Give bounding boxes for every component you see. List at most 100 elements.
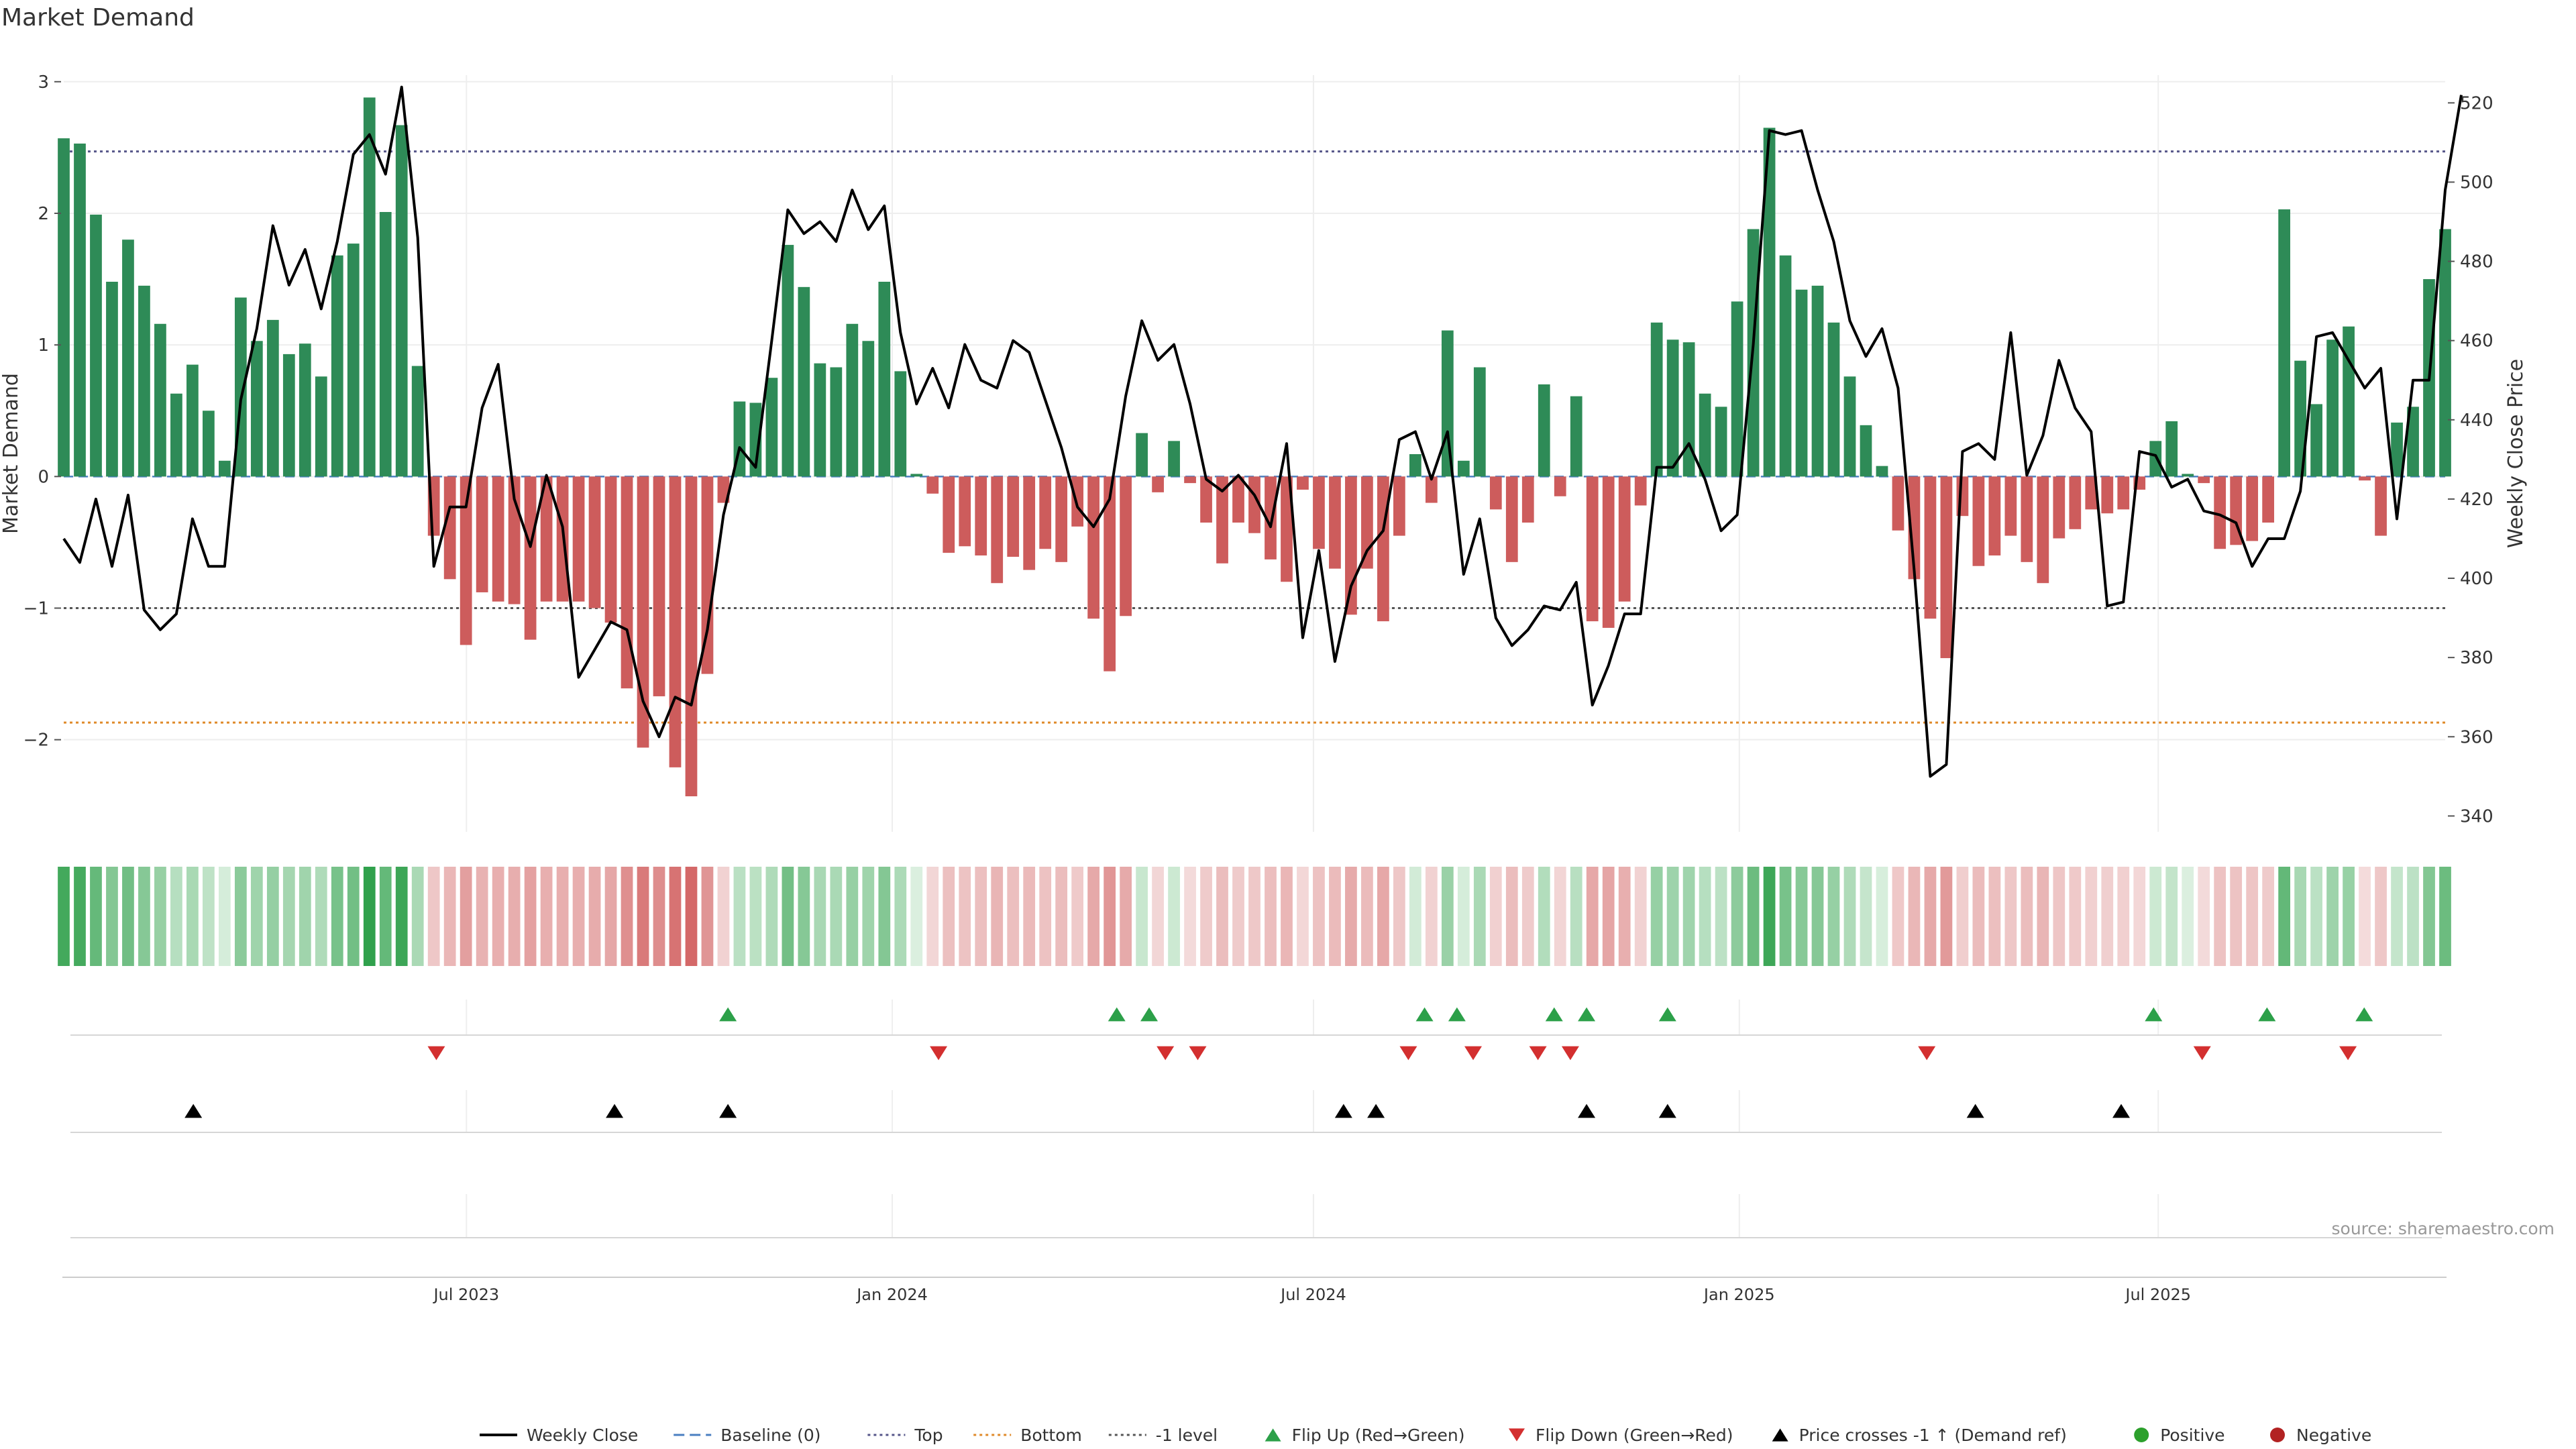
demand-bar [2262, 476, 2275, 523]
demand-bar [186, 364, 199, 477]
x-axis: Jul 2023 Jan 2024 Jul 2024 Jan 2025 Jul 2025 [62, 1277, 2447, 1304]
flip-up-marker [1140, 1007, 1159, 1022]
strip-cell [218, 867, 231, 966]
strip-cell [1136, 867, 1148, 966]
demand-bar [1538, 384, 1550, 477]
y2-tick-label: 340 [2460, 806, 2493, 826]
strip-cell [2037, 867, 2049, 966]
demand-bar [2359, 476, 2371, 481]
strip-cell [991, 867, 1004, 966]
demand-bar [411, 366, 424, 477]
signal-panels [70, 1007, 2442, 1238]
flip-down-marker [2193, 1046, 2211, 1061]
demand-bar [282, 354, 295, 477]
strip-cell [1345, 867, 1357, 966]
legend: Weekly Close Baseline (0) Top Bottom -1 leve… [480, 1426, 2371, 1445]
legend-item-negative: Negative [2270, 1426, 2371, 1445]
demand-bar [2004, 476, 2017, 536]
demand-bar [266, 319, 279, 477]
strip-cell [1972, 867, 1985, 966]
strip-cell [250, 867, 263, 966]
strip-cell [588, 867, 601, 966]
strip-cell [170, 867, 182, 966]
strip-cell [1747, 867, 1760, 966]
demand-bar [798, 286, 810, 477]
demand-bar [1682, 342, 1695, 477]
demand-bar [926, 476, 939, 494]
strip-cell [1618, 867, 1631, 966]
demand-bar [991, 476, 1004, 584]
strip-cell [427, 867, 440, 966]
strip-cell [959, 867, 971, 966]
strip-cell [1650, 867, 1663, 966]
flip-down-marker [1529, 1046, 1547, 1061]
strip-cell [2310, 867, 2322, 966]
demand-bar [878, 281, 891, 477]
strip-cell [1731, 867, 1743, 966]
strip-cell [1505, 867, 1518, 966]
flip-up-marker [1108, 1007, 1126, 1022]
demand-bar [540, 476, 553, 602]
strip-cell [460, 867, 472, 966]
legend-label: -1 level [1156, 1426, 1218, 1445]
strip-cell [637, 867, 649, 966]
strip-cell [2391, 867, 2403, 966]
demand-bar [1650, 322, 1663, 477]
demand-bar [1586, 476, 1599, 622]
price-cross-marker [1367, 1104, 1385, 1118]
y2-tick-label: 440 [2460, 411, 2493, 431]
demand-bar [1908, 476, 1921, 580]
y-tick-label: 3 [38, 72, 49, 93]
y2-tick-label: 520 [2460, 93, 2493, 113]
strip-cell [2294, 867, 2306, 966]
strip-cell [1634, 867, 1647, 966]
demand-bar [1184, 476, 1196, 484]
strip-cell [234, 867, 247, 966]
strip-cell [74, 867, 86, 966]
demand-bar [1393, 476, 1405, 536]
demand-bar [138, 285, 150, 477]
strip-cell [1908, 867, 1921, 966]
strip-cell [363, 867, 376, 966]
strip-cell [701, 867, 714, 966]
demand-bar [1554, 476, 1566, 496]
price-cross-marker [606, 1104, 624, 1118]
strip-cell [1457, 867, 1470, 966]
flip-down-marker [1399, 1046, 1417, 1061]
strip-cell [943, 867, 955, 966]
demand-bar [395, 125, 408, 477]
y-tick-label: 0 [38, 467, 49, 487]
demand-bar [814, 363, 826, 477]
demand-bar [685, 476, 698, 797]
demand-bar [765, 378, 778, 477]
demand-bar [299, 343, 311, 477]
price-cross-marker [184, 1104, 203, 1118]
demand-bar [476, 476, 488, 592]
strip-cell [1811, 867, 1824, 966]
strip-cell [508, 867, 521, 966]
price-cross-marker [1578, 1104, 1596, 1118]
y2-axis-label: Weekly Close Price [2504, 359, 2528, 548]
strip-cell [1232, 867, 1244, 966]
demand-bar [2391, 422, 2403, 477]
flip-down-marker [1561, 1046, 1579, 1061]
demand-bar [1602, 476, 1615, 628]
demand-bar [1377, 476, 1389, 622]
strip-cell [1361, 867, 1373, 966]
x-tick-label: Jan 2025 [1703, 1285, 1775, 1304]
demand-bar [910, 474, 923, 477]
demand-bar [90, 214, 102, 477]
strip-cell [2149, 867, 2162, 966]
strip-cell [2423, 867, 2435, 966]
demand-bar [1892, 476, 1904, 531]
strip-cell [1104, 867, 1116, 966]
demand-bar [2294, 360, 2306, 477]
strip-cell [926, 867, 939, 966]
demand-bar [1313, 476, 1325, 549]
demand-bar [2101, 476, 2114, 514]
strip-cell [1216, 867, 1228, 966]
strip-cell [1795, 867, 1808, 966]
flip-up-marker [1545, 1007, 1563, 1022]
legend-swatch [2134, 1428, 2149, 1442]
legend-label: Negative [2296, 1426, 2371, 1445]
